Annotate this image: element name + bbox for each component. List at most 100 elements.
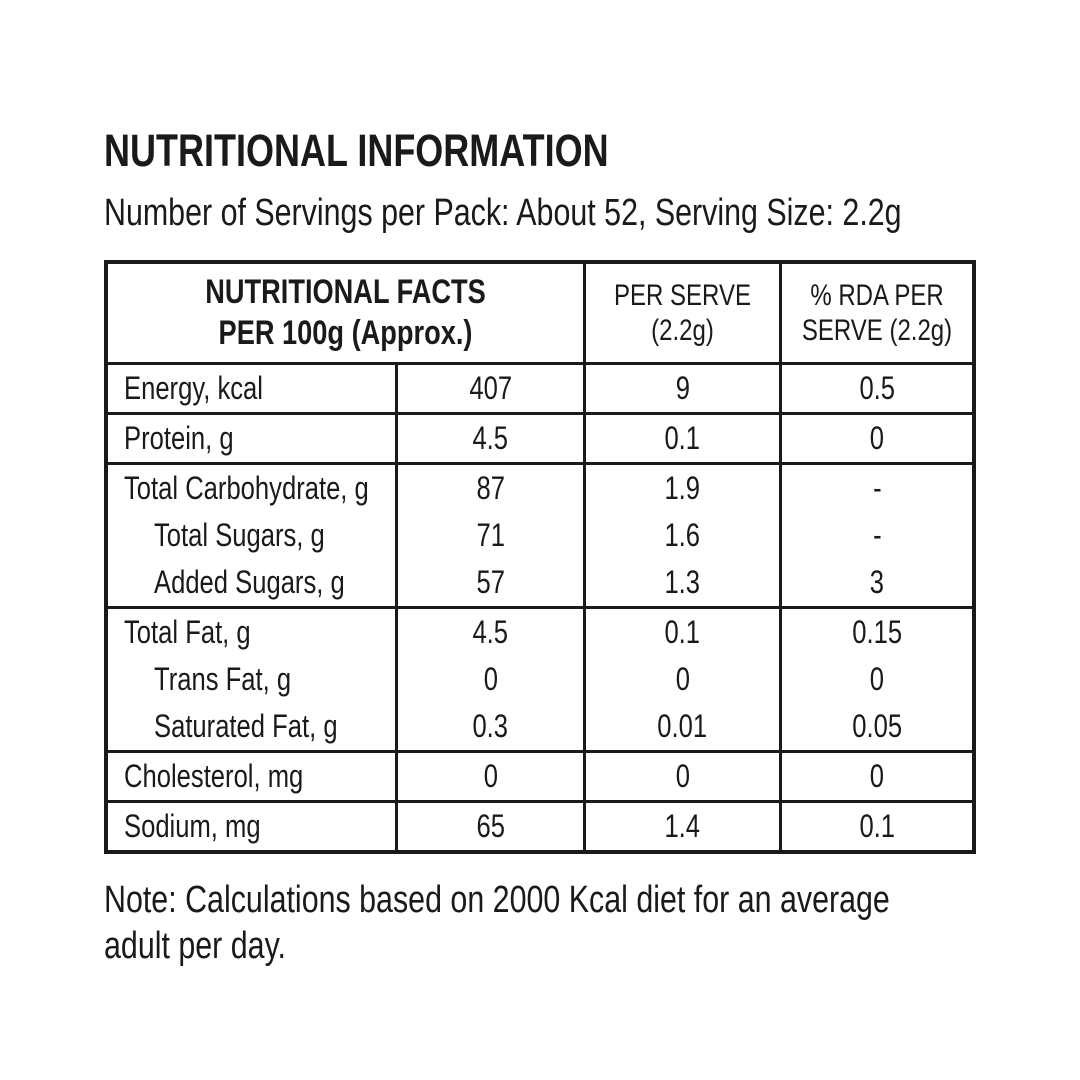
rda-text: 0.05: [852, 707, 902, 744]
per-serve-text: 1.6: [664, 516, 701, 553]
rda-value: 0.05: [782, 703, 972, 750]
per-serve-text: 0.1: [664, 613, 701, 650]
per-100g-value: 0.3: [398, 702, 587, 750]
per-serve-value: 1.6: [586, 511, 783, 559]
per-100g-text: 0.3: [472, 707, 509, 744]
per-serve-value: 0.1: [586, 605, 783, 656]
per-serve-value: 1.9: [586, 461, 783, 512]
per-100g-value: 65: [398, 799, 587, 850]
rda-value: 0.5: [782, 361, 973, 412]
nutrition-table: NUTRITIONAL FACTS PER 100g (Approx.) PER…: [104, 259, 977, 854]
nutrient-label: Cholesterol, mg: [108, 749, 398, 800]
nutrient-label: Saturated Fat, g: [108, 702, 398, 750]
per-serve-value: 1.3: [586, 558, 783, 606]
servings-line: Number of Servings per Pack: About 52, S…: [104, 192, 902, 234]
header-nutritional-facts: NUTRITIONAL FACTS PER 100g (Approx.): [108, 263, 587, 362]
per-100g-text: 4.5: [472, 613, 509, 650]
per-100g-text: 65: [476, 807, 505, 844]
header-rda-line2: SERVE (2.2g): [801, 313, 953, 347]
per-100g-value: 4.5: [398, 411, 587, 462]
table-row-sodium: Sodium, mg 65 1.4 0.1: [108, 799, 973, 850]
per-serve-value: 0: [586, 749, 783, 800]
header-rda-line1: % RDA PER: [810, 278, 944, 312]
table-row-total-fat: Total Fat, g 4.5 0.1 0.15: [108, 605, 973, 656]
table-header-row: NUTRITIONAL FACTS PER 100g (Approx.) PER…: [108, 263, 972, 362]
nutrient-label: Total Sugars, g: [108, 511, 398, 559]
table-row-total-sugars: Total Sugars, g 71 1.6 -: [108, 511, 972, 559]
rda-value: 0: [782, 411, 973, 462]
per-serve-value: 0.1: [586, 411, 783, 462]
per-serve-text: 1.3: [664, 563, 701, 600]
per-serve-text: 0.1: [664, 419, 701, 456]
nutrient-label-text: Sodium, mg: [124, 807, 261, 844]
note-line-2: adult per day.: [104, 924, 286, 967]
per-serve-value: 9: [586, 361, 783, 412]
table-row-trans-fat: Trans Fat, g 0 0 0: [108, 655, 972, 703]
nutrient-label: Energy, kcal: [108, 361, 398, 412]
table-row-cholesterol: Cholesterol, mg 0 0 0: [108, 749, 973, 800]
rda-value: -: [782, 512, 972, 559]
per-100g-value: 87: [398, 461, 587, 512]
table-row-saturated-fat: Saturated Fat, g 0.3 0.01 0.05: [108, 702, 972, 750]
nutrient-label-text: Energy, kcal: [124, 369, 263, 406]
table-row-energy: Energy, kcal 407 9 0.5: [108, 361, 973, 412]
rda-value: -: [782, 461, 973, 512]
per-serve-text: 0.01: [657, 707, 708, 744]
per-serve-text: 0: [675, 660, 690, 697]
header-per-serve-line1: PER SERVE: [614, 278, 751, 312]
per-100g-value: 4.5: [398, 605, 587, 656]
rda-text: 0.15: [852, 613, 902, 650]
nutrient-label-text: Total Fat, g: [124, 613, 251, 650]
rda-text: 3: [869, 563, 885, 600]
nutrition-label: NUTRITIONAL INFORMATION Number of Servin…: [104, 128, 1014, 969]
per-100g-value: 0: [398, 749, 587, 800]
rda-text: 0: [869, 757, 885, 794]
table-row-added-sugars: Added Sugars, g 57 1.3 3: [108, 558, 972, 606]
per-serve-text: 0: [675, 757, 690, 794]
per-serve-value: 0: [586, 655, 783, 703]
nutrient-label-text: Trans Fat, g: [154, 660, 292, 697]
nutrient-label: Added Sugars, g: [108, 558, 398, 606]
rda-value: 0.1: [782, 799, 973, 850]
nutrient-label-text: Total Carbohydrate, g: [124, 469, 369, 506]
per-100g-text: 87: [476, 469, 505, 506]
nutrient-label-text: Total Sugars, g: [154, 516, 325, 553]
per-serve-text: 1.9: [664, 469, 701, 506]
nutrient-label-text: Saturated Fat, g: [154, 707, 338, 744]
rda-text: 0: [869, 660, 885, 697]
header-per-serve: PER SERVE (2.2g): [586, 263, 783, 362]
rda-text: 0.5: [859, 369, 895, 406]
header-facts-line1: NUTRITIONAL FACTS: [205, 272, 486, 311]
per-serve-text: 9: [675, 369, 690, 406]
per-100g-value: 0: [398, 655, 587, 703]
per-100g-text: 57: [476, 563, 505, 600]
table-row-protein: Protein, g 4.5 0.1 0: [108, 411, 973, 462]
per-100g-value: 57: [398, 558, 587, 606]
note: Note: Calculations based on 2000 Kcal di…: [104, 877, 1014, 969]
rda-value: 0: [782, 749, 973, 800]
nutrient-label: Protein, g: [108, 411, 398, 462]
header-rda: % RDA PER SERVE (2.2g): [782, 264, 972, 362]
page-title: NUTRITIONAL INFORMATION: [104, 125, 609, 176]
nutrient-label: Total Fat, g: [108, 605, 398, 656]
nutrient-label-text: Cholesterol, mg: [124, 757, 304, 794]
nutrient-label-text: Added Sugars, g: [154, 563, 345, 600]
rda-text: -: [872, 516, 882, 553]
per-100g-text: 0: [483, 660, 498, 697]
nutrient-label: Sodium, mg: [108, 799, 398, 850]
per-100g-text: 71: [476, 516, 505, 553]
nutrient-label-text: Protein, g: [124, 419, 234, 456]
rda-value: 3: [782, 559, 972, 606]
rda-text: 0.1: [859, 807, 895, 844]
per-100g-text: 407: [469, 369, 512, 406]
per-serve-text: 1.4: [664, 807, 701, 844]
per-serve-value: 1.4: [586, 799, 783, 850]
per-100g-text: 4.5: [472, 419, 509, 456]
per-100g-text: 0: [483, 757, 498, 794]
nutrient-label: Trans Fat, g: [108, 655, 398, 703]
rda-text: -: [872, 469, 882, 506]
table-row-total-carbohydrate: Total Carbohydrate, g 87 1.9 -: [108, 461, 973, 512]
rda-text: 0: [869, 419, 885, 456]
per-serve-value: 0.01: [586, 702, 783, 750]
note-line-1: Note: Calculations based on 2000 Kcal di…: [104, 878, 890, 921]
